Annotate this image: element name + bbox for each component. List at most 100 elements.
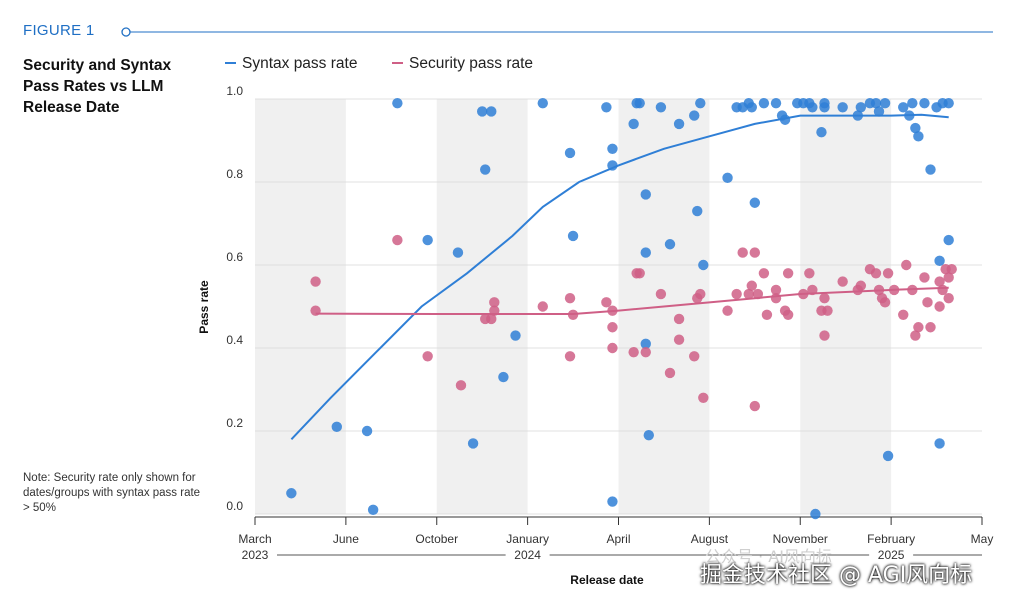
syntax-point [722, 172, 733, 184]
y-tick-label: 0.8 [226, 167, 243, 181]
syntax-point [870, 97, 882, 109]
syntax-point [452, 247, 464, 258]
y-tick-label: 0.6 [226, 250, 243, 264]
syntax-point [919, 97, 930, 109]
security-point [722, 305, 733, 316]
syntax-point [643, 429, 654, 441]
security-point [819, 293, 830, 304]
y-tick-label: 0.2 [226, 416, 243, 430]
security-point [601, 297, 612, 308]
x-tick-label: June [333, 532, 359, 546]
x-year-label: 2023 [242, 548, 269, 562]
security-point [486, 313, 497, 325]
syntax-point [913, 131, 924, 142]
x-tick-label: November [773, 532, 828, 546]
syntax-point [607, 160, 618, 171]
syntax-point [807, 102, 818, 113]
security-point [689, 351, 700, 362]
header-rule [121, 27, 993, 37]
security-point [870, 268, 882, 279]
syntax-point [904, 110, 915, 121]
security-point [761, 309, 773, 320]
shaded-band-3 [800, 99, 892, 514]
security-point [655, 288, 667, 300]
y-tick-label: 1.0 [226, 84, 243, 98]
syntax-point [286, 488, 297, 499]
header-rule-dot [121, 27, 131, 37]
security-point [919, 272, 930, 283]
security-point [819, 330, 830, 341]
security-point [907, 284, 918, 296]
chart-note: Note: Security rate only shown for dates… [23, 472, 201, 514]
security-point [698, 392, 709, 403]
watermark-faint: 公众号 · AI风向标 [705, 547, 832, 566]
syntax-point [486, 106, 497, 117]
security-point [804, 268, 815, 279]
security-point [392, 234, 403, 246]
security-point [888, 284, 900, 296]
shaded-band-0 [255, 99, 346, 514]
syntax-point [943, 97, 954, 109]
security-point [807, 284, 818, 296]
y-tick-label: 0.4 [226, 333, 243, 347]
syntax-point [695, 97, 706, 109]
security-point [749, 247, 761, 258]
security-point [564, 351, 576, 362]
security-point [855, 280, 867, 291]
x-tick-label: August [691, 532, 729, 546]
syntax-point [567, 230, 579, 242]
security-point [673, 334, 685, 345]
security-point [934, 301, 945, 312]
x-year-label: 2025 [878, 548, 905, 562]
x-tick-label: March [238, 532, 271, 546]
shaded-band-1 [436, 99, 528, 514]
syntax-point [770, 97, 782, 109]
y-axis-title: Pass rate [197, 280, 211, 334]
syntax-point [634, 97, 645, 109]
syntax-point [698, 259, 709, 271]
security-point [822, 305, 833, 316]
syntax-point [640, 247, 651, 258]
security-point [943, 272, 954, 283]
security-point [749, 400, 761, 412]
syntax-point [779, 114, 791, 125]
security-point [782, 309, 794, 320]
syntax-point [331, 421, 342, 433]
security-point [673, 313, 685, 325]
security-point [946, 263, 957, 275]
syntax-point [607, 143, 618, 154]
axes: 0.0 0.2 0.4 0.6 0.8 1.0 March June October Januar… [226, 84, 993, 562]
syntax-point [640, 338, 651, 350]
security-point [879, 297, 891, 308]
x-tick-label: April [606, 532, 630, 546]
syntax-point [837, 102, 848, 113]
security-point [898, 309, 909, 320]
syntax-point [367, 504, 379, 516]
security-point [922, 297, 933, 308]
security-point [737, 247, 748, 258]
syntax-point [392, 97, 403, 109]
x-year-label: 2024 [514, 548, 541, 562]
y-tick-label: 0.0 [226, 499, 243, 513]
syntax-point [749, 197, 761, 208]
syntax-point [467, 438, 479, 449]
syntax-point [910, 122, 921, 134]
security-point [925, 322, 936, 333]
security-point [758, 268, 770, 279]
watermark: 掘金技术社区 @ AGI风向标 [700, 563, 973, 588]
legend: Syntax pass rate Security pass rate [225, 55, 533, 72]
syntax-point [640, 189, 651, 200]
security-point [607, 322, 618, 333]
security-point [913, 322, 924, 333]
syntax-point [537, 97, 548, 109]
syntax-point [673, 118, 685, 130]
syntax-point [655, 102, 667, 113]
security-point [782, 268, 794, 279]
syntax-point [628, 118, 639, 130]
x-tick-label: October [415, 532, 458, 546]
security-point [664, 367, 676, 379]
syntax-point [852, 110, 864, 121]
security-point [695, 288, 706, 300]
syntax-point [879, 97, 891, 109]
